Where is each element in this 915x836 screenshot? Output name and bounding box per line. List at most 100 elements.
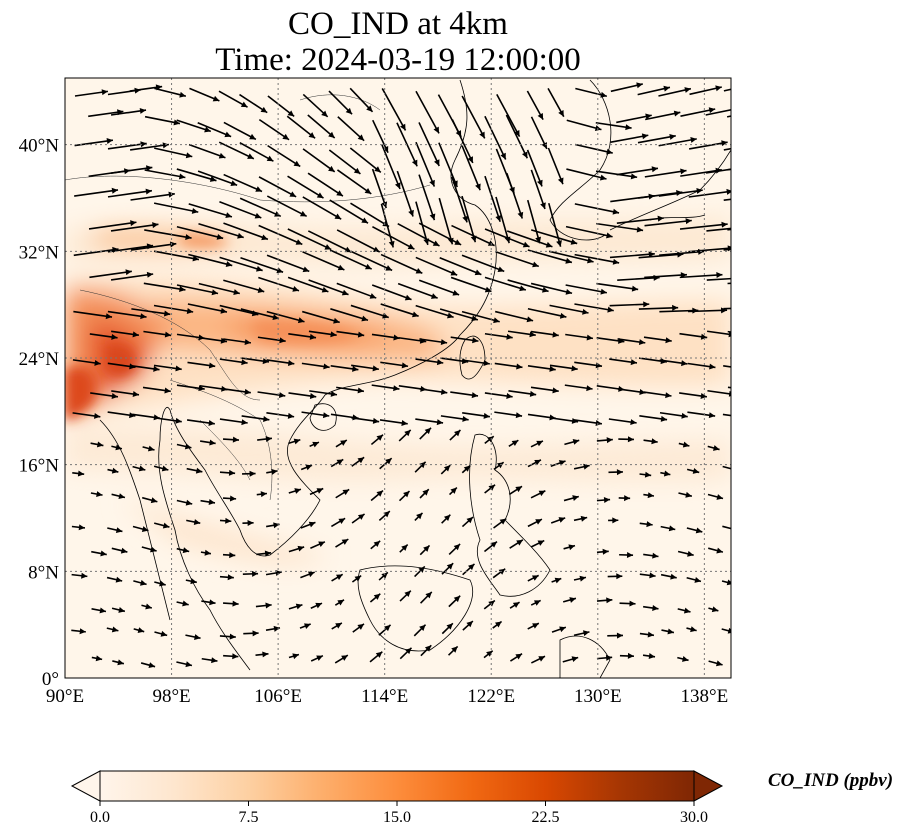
wind-arrow bbox=[331, 573, 344, 582]
wind-arrow bbox=[307, 230, 352, 253]
wind-arrow bbox=[493, 517, 507, 529]
wind-arrow bbox=[222, 495, 237, 502]
wind-arrow bbox=[705, 168, 731, 174]
wind-arrow bbox=[708, 606, 719, 613]
wind-arrow bbox=[596, 654, 613, 661]
wind-arrow bbox=[509, 539, 524, 549]
wind-arrow bbox=[198, 222, 244, 239]
wind-arrow bbox=[679, 392, 708, 399]
wind-arrow bbox=[241, 415, 270, 422]
wind-arrow bbox=[144, 115, 181, 126]
wind-arrow bbox=[609, 358, 638, 366]
wind-arrow bbox=[686, 626, 697, 633]
wind-arrow bbox=[176, 600, 189, 607]
wind-arrow bbox=[255, 651, 269, 658]
wind-arrow bbox=[350, 250, 393, 272]
wind-arrow bbox=[397, 222, 440, 247]
wind-arrow bbox=[639, 415, 668, 422]
wind-arrow bbox=[218, 90, 248, 108]
wind-arrow bbox=[643, 605, 659, 611]
wind-arrow bbox=[142, 386, 171, 394]
wind-arrow bbox=[441, 622, 454, 635]
wind-arrow bbox=[71, 572, 88, 579]
wind-arrow bbox=[88, 220, 137, 230]
wind-arrow bbox=[575, 87, 608, 98]
wind-arrow bbox=[302, 93, 329, 118]
wind-arrow bbox=[176, 499, 193, 506]
wind-arrow bbox=[616, 215, 664, 225]
wind-arrow bbox=[287, 276, 329, 293]
wind-arrow bbox=[331, 622, 343, 630]
wind-arrow bbox=[727, 330, 731, 333]
wind-arrow bbox=[688, 140, 728, 150]
wind-arrow bbox=[378, 624, 392, 636]
wind-arrow bbox=[242, 570, 259, 577]
wind-arrow bbox=[200, 499, 216, 505]
wind-arrow bbox=[143, 282, 186, 292]
wind-arrow bbox=[242, 470, 256, 477]
wind-arrow bbox=[369, 651, 383, 663]
wind-arrow bbox=[142, 445, 155, 452]
wind-arrow bbox=[679, 221, 728, 230]
wind-arrow bbox=[596, 597, 613, 604]
wind-arrow bbox=[574, 203, 620, 215]
wind-arrow bbox=[508, 390, 537, 397]
wind-arrow bbox=[680, 107, 716, 117]
wind-arrow bbox=[507, 279, 549, 293]
wind-arrow bbox=[484, 332, 513, 340]
wind-arrow bbox=[708, 660, 723, 667]
wind-arrow bbox=[494, 362, 523, 370]
wind-arrow bbox=[379, 419, 408, 426]
wind-arrow bbox=[508, 439, 519, 448]
lon-tick-label: 138°E bbox=[681, 686, 729, 707]
wind-arrow bbox=[310, 602, 323, 609]
wind-arrow bbox=[507, 330, 536, 338]
wind-arrow bbox=[349, 147, 382, 173]
wind-arrow bbox=[547, 147, 564, 185]
wind-arrow bbox=[721, 579, 731, 586]
wind-arrow bbox=[565, 284, 608, 295]
wind-arrow bbox=[219, 574, 234, 581]
wind-arrow bbox=[381, 144, 401, 190]
wind-arrow bbox=[153, 250, 200, 262]
wind-arrow bbox=[330, 458, 344, 468]
wind-arrow bbox=[222, 436, 240, 443]
wind-arrow bbox=[413, 624, 427, 637]
wind-arrow bbox=[288, 438, 301, 445]
wind-arrow bbox=[370, 489, 384, 502]
wind-arrow bbox=[336, 169, 372, 195]
wind-arrow bbox=[189, 87, 220, 102]
wind-arrow bbox=[451, 176, 469, 223]
wind-arrow bbox=[398, 490, 411, 502]
wind-arrow bbox=[639, 471, 652, 478]
wind-arrow bbox=[72, 412, 101, 419]
wind-arrow bbox=[506, 230, 553, 248]
wind-arrow bbox=[530, 490, 546, 499]
wind-arrow bbox=[107, 527, 123, 534]
wind-arrow bbox=[418, 222, 462, 246]
wind-arrow bbox=[723, 88, 731, 92]
wind-arrow bbox=[548, 203, 562, 247]
wind-arrow bbox=[596, 548, 609, 555]
wind-arrow bbox=[198, 282, 241, 295]
wind-arrow bbox=[239, 141, 274, 162]
wind-arrow bbox=[660, 470, 671, 477]
wind-arrow bbox=[637, 85, 671, 96]
lon-tick-label: 106°E bbox=[254, 686, 302, 707]
wind-arrow bbox=[153, 304, 194, 314]
wind-arrow bbox=[110, 271, 154, 281]
wind-arrow bbox=[707, 445, 720, 451]
colorbar-bar bbox=[99, 770, 695, 802]
colorbar-ticks: 0.0 7.5 15.0 22.5 30.0 bbox=[90, 801, 708, 826]
wind-arrow bbox=[144, 169, 186, 180]
wind-arrow bbox=[607, 632, 624, 639]
wind-arrow bbox=[548, 250, 594, 264]
colorbar-tick-label: 7.5 bbox=[239, 809, 259, 826]
wind-arrow bbox=[266, 359, 295, 366]
wind-arrow bbox=[176, 225, 224, 240]
wind-arrow bbox=[396, 122, 418, 167]
wind-arrow bbox=[90, 441, 104, 448]
wind-arrow bbox=[335, 488, 350, 499]
wind-arrow bbox=[461, 95, 486, 139]
wind-arrow bbox=[441, 562, 454, 575]
